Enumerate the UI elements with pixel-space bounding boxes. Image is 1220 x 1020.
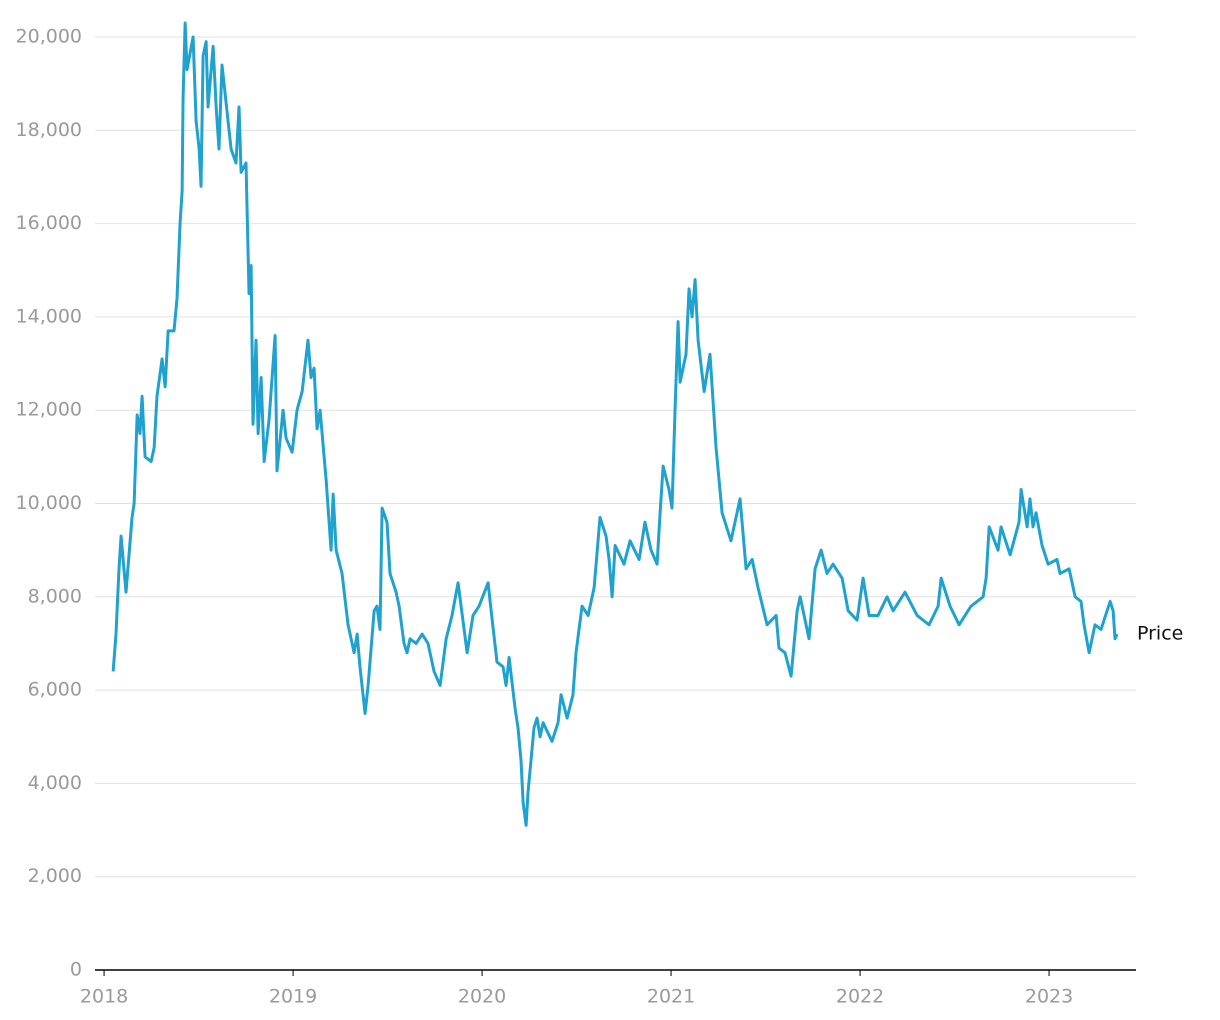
y-tick-label: 2,000 — [28, 865, 82, 887]
y-tick-label: 0 — [70, 959, 82, 981]
price-line — [111, 21, 1119, 827]
x-tick-label: 2022 — [836, 986, 884, 1008]
x-tick-label: 2018 — [80, 986, 128, 1008]
y-tick-label: 18,000 — [16, 119, 82, 141]
y-tick-label: 14,000 — [16, 305, 82, 327]
y-tick-label: 10,000 — [16, 492, 82, 514]
y-tick-label: 16,000 — [16, 212, 82, 234]
x-tick-label: 2021 — [647, 986, 695, 1008]
y-tick-label: 20,000 — [16, 26, 82, 48]
series-label: Price — [1137, 623, 1183, 645]
y-tick-label: 4,000 — [28, 772, 82, 794]
x-tick-label: 2019 — [269, 986, 317, 1008]
x-tick-label: 2020 — [458, 986, 506, 1008]
y-tick-label: 6,000 — [28, 679, 82, 701]
x-tick-label: 2023 — [1025, 986, 1073, 1008]
y-tick-label: 12,000 — [16, 399, 82, 421]
y-tick-label: 8,000 — [28, 585, 82, 607]
